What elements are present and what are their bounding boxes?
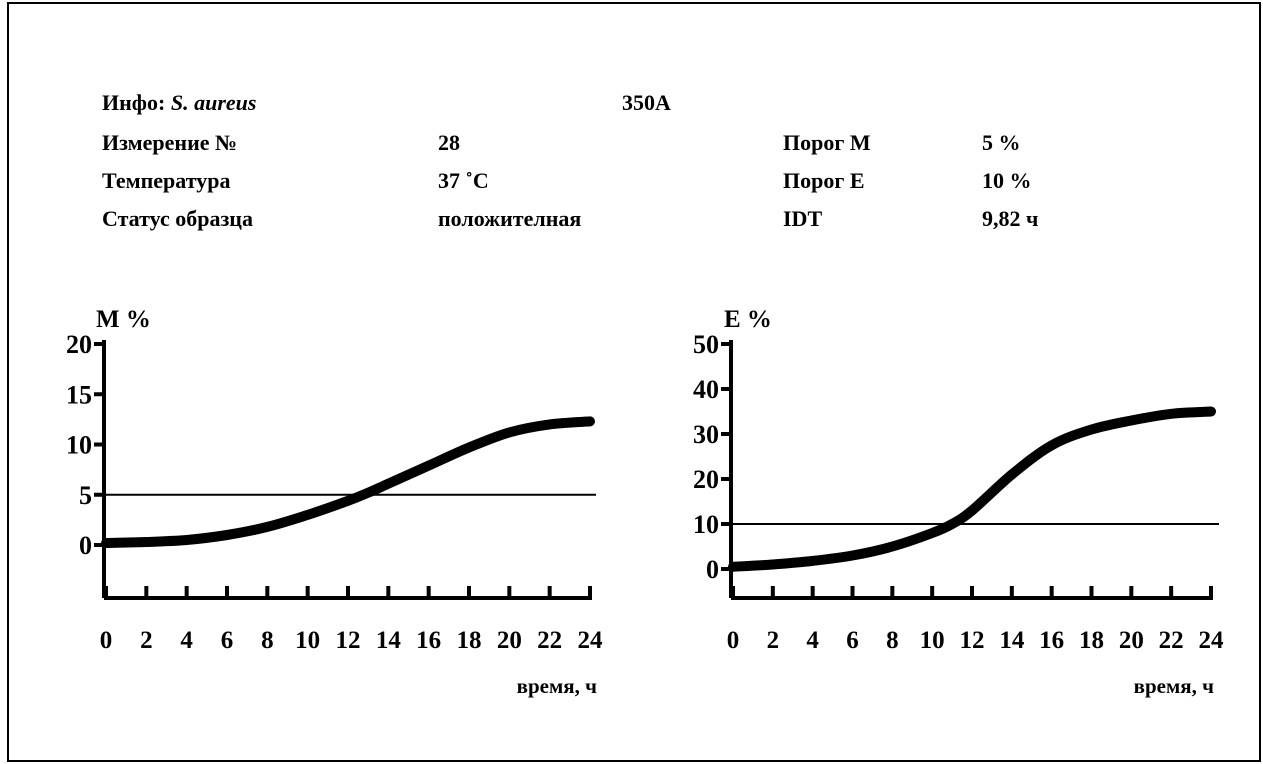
x-tick-label: 20 [1119,627,1144,654]
y-axis-title: М % [96,306,151,333]
x-tick-label: 16 [1039,627,1064,654]
threshold-m-label: Порог М [783,130,871,155]
measurement-value: 28 [438,130,460,155]
x-tick-label: 0 [727,627,740,654]
x-tick-label: 18 [1079,627,1104,654]
species-name: S. aureus [170,90,257,115]
x-tick-label: 6 [221,627,234,654]
y-tick-label: 0 [706,555,719,584]
y-tick-label: 20 [66,330,92,359]
x-axis-title: время, ч [1134,674,1215,698]
x-tick-label: 22 [537,627,562,654]
idt-value: 9,82 ч [982,206,1039,231]
x-tick-label: 4 [180,627,193,654]
x-tick-label: 8 [261,627,274,654]
status-label: Статус образца [102,206,253,231]
x-tick-label: 8 [886,627,899,654]
info-line: Инфо: S. aureus [102,90,256,116]
measurement-label: Измерение № [102,130,238,155]
y-tick-label: 20 [693,465,719,494]
temperature-label: Температура [102,168,231,193]
threshold-e-value: 10 % [982,168,1032,193]
x-tick-label: 16 [416,627,441,654]
x-tick-label: 22 [1159,627,1184,654]
info-label: Инфо: [102,90,166,115]
x-tick-label: 24 [578,627,604,654]
data-line [728,406,1216,572]
idt-label: IDT [783,206,823,231]
x-tick-label: 20 [497,627,522,654]
x-axis-title: время, ч [517,674,598,698]
x-tick-label: 2 [140,627,153,654]
sample-info: Инфо: S. aureus 350A Измерение № 28 Поро… [102,84,1102,244]
x-tick-label: 12 [336,627,361,654]
x-tick-label: 24 [1199,627,1225,654]
y-axis-title: Е % [724,306,772,333]
y-tick-label: 15 [66,380,92,409]
y-tick-label: 50 [693,330,719,359]
x-tick-label: 14 [999,627,1025,654]
y-tick-label: 30 [693,420,719,449]
report-frame [7,2,1261,762]
threshold-m-value: 5 % [982,130,1021,155]
x-tick-label: 18 [457,627,482,654]
data-line [101,416,595,548]
x-tick-label: 6 [846,627,859,654]
y-tick-label: 10 [66,431,92,460]
x-tick-label: 10 [295,627,320,654]
x-tick-label: 14 [376,627,402,654]
x-tick-label: 4 [806,627,819,654]
y-tick-label: 10 [693,510,719,539]
y-tick-label: 5 [79,481,92,510]
x-tick-label: 2 [767,627,780,654]
x-tick-label: 12 [960,627,985,654]
x-tick-label: 0 [100,627,113,654]
temperature-value: 37 ˚C [438,168,489,193]
y-tick-label: 0 [79,531,92,560]
threshold-e-label: Порог Е [783,168,865,193]
y-tick-label: 40 [693,375,719,404]
x-tick-label: 10 [920,627,945,654]
strain-id: 350A [622,90,671,115]
status-value: положителная [438,206,582,231]
